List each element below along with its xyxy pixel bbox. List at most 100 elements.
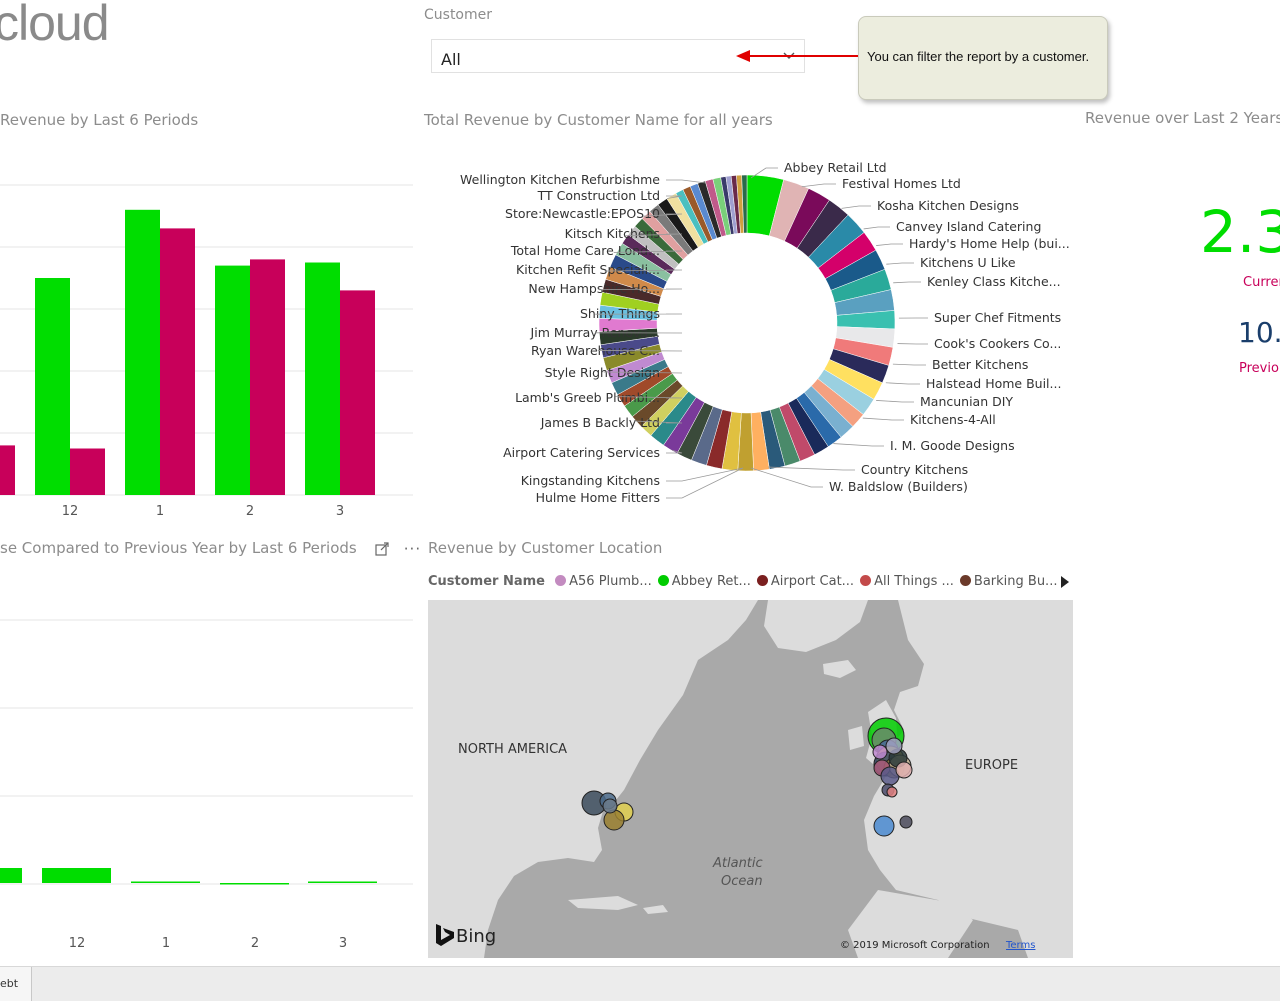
focus-mode-icon[interactable] (375, 542, 389, 556)
donut-label: Kitsch Kitchens (565, 226, 660, 241)
donut-label: Jim Murray Renova... (530, 325, 660, 340)
legend-item-label: Airport Cat... (771, 574, 854, 589)
legend-item[interactable]: Airport Cat... (757, 574, 854, 589)
donut-label: Festival Homes Ltd (842, 176, 961, 191)
donut-label: Kosha Kitchen Designs (877, 198, 1019, 213)
donut-leader-line (751, 468, 823, 487)
slicer-selected-value: All (441, 50, 461, 69)
donut-label: Store:Newcastle:EPOS10 (505, 206, 660, 221)
bar-1-1[interactable] (160, 228, 195, 495)
map-bubble[interactable] (887, 787, 897, 797)
map-bubble[interactable] (873, 745, 887, 759)
customer-location-map[interactable]: NORTH AMERICA EUROPE Atlantic Ocean Bing… (428, 600, 1073, 958)
donut-leader-line (768, 467, 855, 470)
legend-dot-icon (555, 575, 566, 586)
donut-label: Shiny Things (580, 306, 660, 321)
legend-item-label: All Things ... (874, 574, 954, 589)
legend-item[interactable]: Abbey Ret... (658, 574, 751, 589)
donut-label: Super Chef Fitments (934, 310, 1061, 325)
legend-item-label: A56 Plumb... (569, 574, 652, 589)
visual-header-icons: ··· (375, 540, 421, 558)
donut-label: Lamb's Greeb Plumbi... (515, 390, 660, 405)
x-tick-label: 12 (69, 936, 86, 951)
map-copyright: © 2019 Microsoft Corporation (840, 940, 990, 951)
donut-label: Kitchens-4-All (910, 412, 996, 427)
increase-title: se Compared to Previous Year by Last 6 P… (0, 539, 357, 557)
map-legend: Customer Name A56 Plumb... Abbey Ret... Ai… (428, 574, 1063, 592)
kpi-current-value: 2.3 (1200, 198, 1280, 266)
bar-3-1[interactable] (340, 290, 375, 495)
donut-label: Kitchen Refit Speciali... (516, 262, 660, 277)
map-bubble[interactable] (603, 799, 617, 813)
legend-dot-icon (658, 575, 669, 586)
map-bubble[interactable] (874, 816, 894, 836)
donut-label: Hardy's Home Help (bui... (909, 236, 1070, 251)
donut-leader-line (876, 244, 903, 246)
donut-label: Hulme Home Fitters (536, 490, 660, 505)
bar-1-0[interactable] (125, 210, 160, 495)
donut-label: Kenley Class Kitche... (927, 274, 1061, 289)
bar-2[interactable] (220, 883, 289, 885)
status-bar: ebt (0, 966, 1280, 1001)
donut-leader-line (666, 180, 705, 183)
donut-leader-line (886, 263, 914, 264)
bar-partial[interactable] (0, 868, 22, 883)
legend-dot-icon (757, 575, 768, 586)
donut-leader-line (876, 400, 914, 402)
donut-label: Wellington Kitchen Refurbishme (460, 172, 660, 187)
donut-label: Mancunian DIY (920, 394, 1013, 409)
x-tick-label: 1 (156, 504, 164, 519)
donut-leader-line (893, 364, 926, 365)
donut-leader-line (863, 418, 904, 420)
donut-label: Canvey Island Catering (896, 219, 1041, 234)
map-bubble[interactable] (900, 816, 912, 828)
revenue-periods-title: Revenue by Last 6 Periods (0, 111, 198, 129)
x-tick-label: 3 (336, 504, 344, 519)
map-label-ocean-2: Ocean (721, 874, 763, 889)
slicer-label: Customer (424, 7, 492, 23)
sheet-tab[interactable]: ebt (0, 967, 32, 1001)
more-options-icon[interactable]: ··· (404, 540, 421, 558)
x-tick-label: 12 (62, 504, 79, 519)
bar-1[interactable] (131, 882, 200, 884)
bar-partial[interactable] (0, 445, 15, 495)
bar-3[interactable] (308, 882, 377, 884)
bar-12-0[interactable] (35, 278, 70, 495)
legend-item[interactable]: A56 Plumb... (555, 574, 652, 589)
x-tick-label: 1 (162, 936, 170, 951)
map-legend-label: Customer Name (428, 574, 545, 589)
map-bubble[interactable] (896, 762, 912, 778)
ireland-land (848, 726, 864, 750)
donut-leader-line (886, 383, 920, 384)
legend-dot-icon (960, 575, 971, 586)
map-label-north-america: NORTH AMERICA (458, 742, 567, 757)
callout-arrow (730, 44, 862, 68)
legend-item-label: Abbey Ret... (672, 574, 751, 589)
legend-item[interactable]: All Things ... (860, 574, 954, 589)
legend-item[interactable]: Barking Bu... (960, 574, 1058, 589)
legend-next-icon[interactable] (1060, 575, 1070, 589)
donut-leader-line (842, 206, 871, 208)
kpi-previous-value: 10.3 (1238, 316, 1280, 349)
donut-label: Total Home Care Lond... (510, 243, 660, 258)
donut-label: Better Kitchens (932, 357, 1028, 372)
donut-title: Total Revenue by Customer Name for all y… (424, 111, 773, 129)
map-bubble[interactable] (886, 738, 902, 754)
bar-2-1[interactable] (250, 259, 285, 495)
bar-12[interactable] (42, 868, 111, 883)
map-bubble[interactable] (604, 810, 624, 830)
bar-12-1[interactable] (70, 449, 105, 496)
map-label-europe: EUROPE (965, 758, 1018, 773)
donut-label: Halstead Home Buil... (926, 376, 1061, 391)
bing-logo-text: Bing (456, 926, 496, 947)
map-terms-link[interactable]: Terms (1005, 940, 1035, 951)
bar-3-0[interactable] (305, 263, 340, 496)
donut-label: Abbey Retail Ltd (784, 160, 887, 175)
bar-2-0[interactable] (215, 266, 250, 495)
donut-label: Kitchens U Like (920, 255, 1016, 270)
donut-leader-line (893, 282, 921, 283)
filter-tip-callout: You can filter the report by a customer. (858, 16, 1108, 100)
donut-leader-line (666, 468, 743, 498)
